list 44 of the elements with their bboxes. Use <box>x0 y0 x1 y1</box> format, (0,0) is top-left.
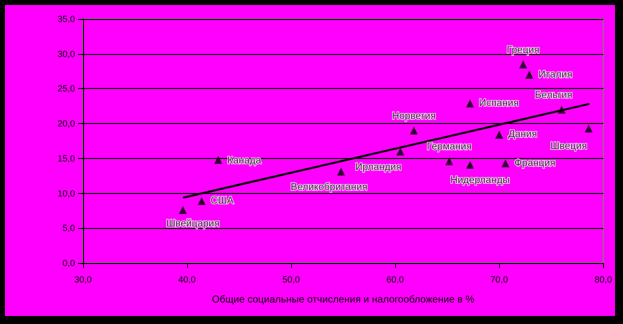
point <box>466 99 474 108</box>
series-label: Ирландия <box>355 162 402 173</box>
series-label: Норвегия <box>392 111 436 122</box>
point <box>519 60 528 68</box>
series-label: Швеция <box>550 140 588 152</box>
series-label: Великобритания <box>290 182 368 194</box>
y-tick-label: 0,0 <box>62 258 75 268</box>
point <box>501 159 510 168</box>
point <box>214 156 222 164</box>
y-tick-label: 20,0 <box>57 118 75 129</box>
series-label: Германия <box>426 142 472 153</box>
point <box>525 70 534 79</box>
series-label: Франция <box>514 158 556 169</box>
series-label: Италия <box>538 69 572 80</box>
x-axis-title: Общие социальные отчисления и налогообложение в % <box>212 294 475 306</box>
x-tick-label: 30,0 <box>74 274 92 284</box>
y-tick-label: 5,0 <box>62 223 75 234</box>
point <box>178 206 187 214</box>
point <box>198 196 206 205</box>
series-label: Нидерланды <box>450 175 510 186</box>
point <box>466 160 474 169</box>
y-tick-label: 30,0 <box>57 48 75 59</box>
y-tick-label: 25,0 <box>57 84 75 94</box>
x-tick-label: 80,0 <box>594 274 612 284</box>
y-tick-label: 10,0 <box>57 188 75 198</box>
x-tick-label: 50,0 <box>282 274 300 284</box>
series-label: Бельгия <box>534 90 572 102</box>
point <box>410 126 418 135</box>
point <box>445 157 454 166</box>
y-tick-label: 35,0 <box>57 14 75 24</box>
x-tick-label: 40,0 <box>178 274 196 284</box>
point <box>396 147 404 156</box>
series-label: Испания <box>479 98 519 109</box>
x-tick-label: 70,0 <box>490 274 508 284</box>
y-tick-label: 15,0 <box>57 153 75 164</box>
series-label: Дания <box>508 129 538 140</box>
point <box>495 130 504 139</box>
point <box>584 124 593 132</box>
series-label: США <box>210 195 234 206</box>
x-tick-label: 60,0 <box>386 274 404 284</box>
point <box>337 168 346 176</box>
series-label: Швейцария <box>166 218 220 230</box>
point <box>558 106 566 114</box>
series-label: Греция <box>506 44 540 56</box>
